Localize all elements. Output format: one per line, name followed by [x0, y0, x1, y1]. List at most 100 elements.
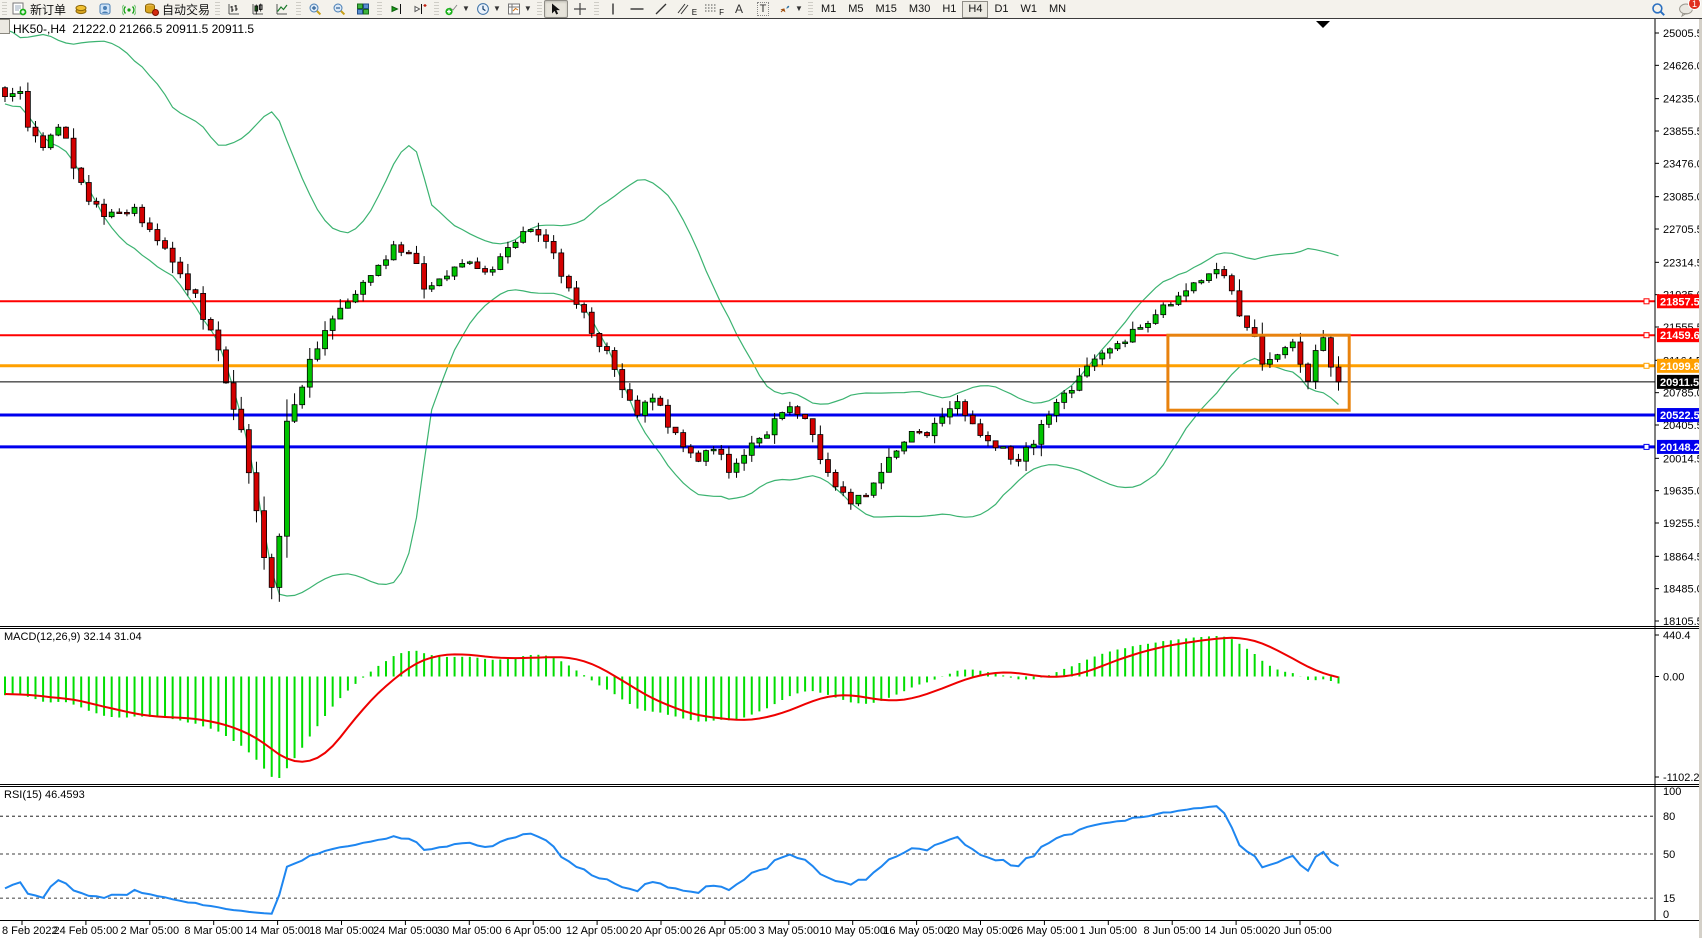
candle-body [505, 247, 511, 258]
vertical-line-tool-button[interactable] [601, 0, 625, 18]
candle-body [1305, 363, 1311, 382]
indicators-button[interactable]: ▼ [441, 0, 473, 18]
annotation-rectangle[interactable] [1166, 333, 1351, 412]
timeframe-button-h1[interactable]: H1 [942, 3, 957, 15]
candle-body [390, 244, 397, 261]
candle-body [962, 401, 969, 416]
svg-text:21459.6: 21459.6 [1660, 330, 1700, 342]
line-chart-button[interactable] [270, 0, 294, 18]
trendline-tool-button[interactable] [649, 0, 673, 18]
data-window-button[interactable] [93, 0, 117, 18]
candle-body [863, 494, 869, 498]
candle-body [527, 229, 534, 232]
fibonacci-tool-button[interactable]: F [700, 0, 727, 18]
time-tick-label: 24 Feb 05:00 [53, 925, 118, 937]
arrows-tool-button[interactable]: ▼ [775, 0, 806, 18]
candle-body [1107, 348, 1113, 354]
auto-scroll-button[interactable] [384, 0, 408, 18]
candle-body [383, 259, 389, 266]
hline-handle[interactable] [1643, 298, 1650, 305]
time-tick-label: 14 Mar 05:00 [245, 925, 310, 937]
scroll-position-marker[interactable] [1316, 21, 1330, 28]
timeframe-button-h4[interactable]: H4 [962, 0, 989, 18]
autotrade-icon [145, 3, 160, 16]
bar-chart-icon [228, 4, 240, 15]
candle-body [703, 450, 709, 462]
bar-chart-button[interactable] [222, 0, 246, 18]
candle-body [840, 486, 847, 493]
periods-button[interactable]: ▼ [473, 0, 504, 18]
price-tick-label: 23855.5 [1663, 126, 1702, 138]
timeframe-button-d1[interactable]: D1 [994, 3, 1009, 15]
candle-body [817, 434, 824, 461]
candle-body [1289, 341, 1296, 349]
chart-title-overlay: HK50-,H4 21222.0 21266.5 20911.5 20911.5 [13, 22, 254, 36]
hline-handle[interactable] [1643, 362, 1650, 369]
candle-body [1129, 328, 1136, 343]
macd-panel: 440.4 0.00 -1102.21 [4, 630, 1702, 784]
horizontal-line-tool-button[interactable] [625, 0, 649, 18]
tile-windows-button[interactable] [351, 0, 375, 18]
chat-button[interactable]: 1 [1674, 0, 1701, 18]
candle-body [726, 453, 732, 473]
hline-handle[interactable] [1643, 332, 1650, 339]
candle-body [939, 416, 946, 424]
timeframe-button-mn[interactable]: MN [1049, 3, 1067, 15]
navigator-button[interactable] [117, 0, 141, 18]
timeframe-button-m15[interactable]: M15 [875, 3, 897, 15]
autotrade-button[interactable]: 自动交易 [141, 0, 213, 18]
candle-body [992, 440, 999, 449]
zoom-in-button[interactable] [303, 0, 327, 18]
price-axis[interactable]: 25005.5 24626.0 24235.0 23855.5 23476.0 23085… [1654, 19, 1702, 920]
candle-body [565, 275, 572, 289]
cursor-tool-button[interactable] [543, 0, 568, 18]
chart-shift-button[interactable] [408, 0, 432, 18]
timeframe-button-m1[interactable]: M1 [820, 3, 837, 15]
candle-body [908, 430, 915, 443]
horizontal-lines[interactable] [0, 298, 1655, 450]
market-watch-icon [75, 4, 87, 15]
candlestick-chart-button[interactable] [246, 0, 270, 18]
price-tick-label: 22314.5 [1663, 257, 1702, 269]
candle-body [931, 422, 938, 437]
price-tick-label: 20014.5 [1663, 453, 1702, 465]
timeframe-button-m5[interactable]: M5 [848, 3, 864, 15]
timeframe-button-m30[interactable]: M30 [908, 3, 931, 15]
price-tick-label: 23085.0 [1663, 192, 1702, 204]
timeframe-button-w1[interactable]: W1 [1020, 3, 1038, 15]
candle-body [946, 408, 953, 418]
zoom-out-button[interactable] [327, 0, 351, 18]
channel-letter: E [691, 7, 698, 17]
candle-body [573, 287, 580, 305]
candle-body [1076, 375, 1083, 391]
candle-body [322, 330, 328, 350]
time-tick-label: 20 May 05:00 [947, 925, 1014, 937]
candle-body [177, 261, 184, 275]
search-button[interactable] [1646, 0, 1670, 18]
candle-body [215, 329, 222, 351]
candle-body [421, 263, 428, 290]
channel-tool-button[interactable]: E [673, 0, 700, 18]
candle-body [1038, 423, 1045, 445]
candle-body [1320, 337, 1327, 351]
time-tick-label: 16 May 05:00 [883, 925, 950, 937]
candle-body [550, 240, 557, 254]
clock-icon [477, 3, 489, 15]
candle-body [634, 399, 641, 416]
market-watch-button[interactable] [69, 0, 93, 18]
text-tool-button[interactable]: A [727, 0, 751, 18]
templates-button[interactable]: ▼ [504, 0, 535, 18]
candle-body [261, 510, 267, 559]
candle-body [398, 244, 405, 253]
candle-body [63, 126, 69, 139]
candle-body [436, 278, 443, 287]
new-order-button[interactable]: 新订单 [9, 0, 69, 18]
text-label-tool-button[interactable]: T [751, 0, 775, 18]
candle-body [291, 404, 298, 422]
crosshair-tool-button[interactable] [568, 0, 592, 18]
toolbar-grip [807, 2, 813, 16]
time-tick-label: 20 Apr 05:00 [630, 925, 692, 937]
hline-handle[interactable] [1643, 443, 1650, 450]
